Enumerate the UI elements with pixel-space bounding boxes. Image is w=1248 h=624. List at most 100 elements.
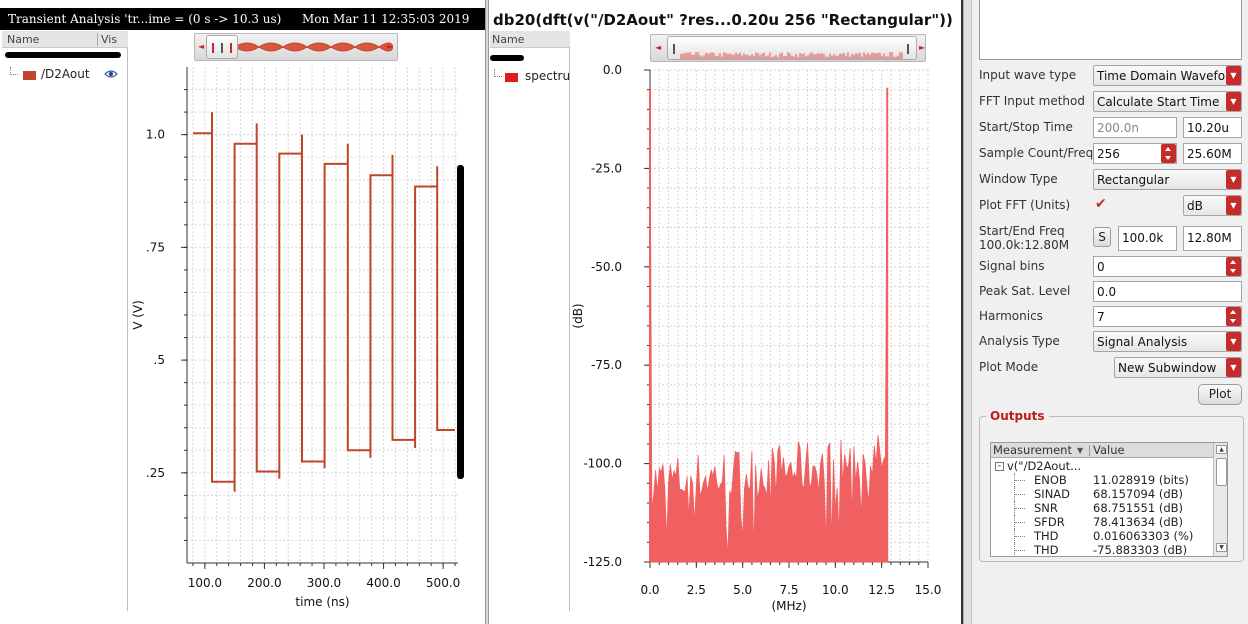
measurement-value: 0.016063303 (%) [1093,529,1194,543]
scroll-right-icon[interactable]: ► [387,42,394,51]
peak-sat-level-field[interactable]: 0.0 [1093,281,1242,302]
y-axis-label: (dB) [571,303,585,328]
tree-header-vis[interactable]: Vis [101,33,118,46]
transient-title: Transient Analysis 'tr...ime = (0 s -> 1… [8,12,282,26]
scroll-left-icon[interactable]: ◄ [198,42,205,51]
plot-mode-select[interactable]: New Subwindow ▼ [1114,357,1242,378]
chevron-down-icon[interactable]: ▼ [1226,358,1241,377]
end-freq-field[interactable]: 12.80M [1183,226,1242,251]
start-time-field[interactable]: 200.0n [1093,117,1177,138]
chevron-down-icon[interactable]: ▼ [1226,92,1241,111]
start-freq-field[interactable]: 100.0k [1118,226,1177,251]
y-axis-scroll-handle[interactable] [457,165,464,479]
transient-title-bar: Transient Analysis 'tr...ime = (0 s -> 1… [0,8,486,30]
chevron-down-icon[interactable]: ▼ [1226,332,1241,351]
left-signal-tree: Name Vis /D2Aout [2,31,128,611]
stop-time-field[interactable]: 10.20u [1183,117,1242,138]
signal-bins-spinner[interactable]: 0 [1093,256,1242,277]
x-axis-label: time (ns) [295,595,349,609]
sample-freq-field[interactable]: 25.60M [1183,143,1242,164]
grid [187,67,458,563]
outputs-scrollbar[interactable]: ▲ ▼ [1213,443,1227,556]
tree-header: Name Vis [2,31,128,48]
form-row-signal-bins: Signal bins 0 [964,256,1248,280]
col-value[interactable]: Value [1093,443,1125,457]
measurement-name: ENOB [1034,473,1067,487]
y-tick-label: 1.0 [146,128,165,142]
measure-list-box[interactable] [979,0,1242,60]
x-tick-label: 7.5 [779,583,798,597]
fft-input-method-select[interactable]: Calculate Start Time ▼ [1093,91,1242,112]
freq-zoom-thumb[interactable] [667,36,917,60]
spinner-icon[interactable] [1226,257,1241,276]
signal-row-d2aout[interactable]: /D2Aout [10,67,125,83]
set-freq-button[interactable]: S [1093,227,1111,247]
plot-fft-checkbox[interactable]: ✔ [1095,196,1107,212]
eye-icon[interactable] [104,69,118,79]
field-label: Window Type [979,172,1058,186]
measurement-value: -75.883303 (dB) [1093,543,1188,557]
plot-button[interactable]: Plot [1198,384,1242,405]
x-tick-label: 12.5 [868,583,895,597]
scroll-right-icon[interactable]: ► [919,43,926,52]
x-tick-label: 500.0 [426,576,460,590]
tree-header-name[interactable]: Name [492,33,525,46]
outputs-table[interactable]: Measurement ▼ Value - v("/D2Aout... ENOB 11… [990,442,1228,557]
outputs-row[interactable]: THD -75.883303 (dB) [991,543,1213,557]
tree-scrollbar[interactable] [490,55,524,61]
signal-row-spectrum[interactable]: spectrum [494,69,570,85]
outputs-row[interactable]: ENOB 11.028919 (bits) [991,473,1213,487]
chevron-down-icon[interactable]: ▼ [1226,66,1241,85]
scroll-left-icon[interactable]: ◄ [655,43,662,52]
time-zoom-thumb[interactable] [206,35,238,59]
form-row-plot-fft-units: Plot FFT (Units) ✔ dB ▼ [964,195,1248,219]
waveform-thumbnail [235,42,393,52]
x-axis-label: (MHz) [771,599,806,613]
scroll-up-icon[interactable]: ▲ [1216,445,1227,454]
outputs-row[interactable]: SINAD 68.157094 (dB) [991,487,1213,501]
field-label: Plot FFT (Units) [979,198,1071,212]
window-type-select[interactable]: Rectangular ▼ [1093,169,1242,190]
y-tick-label: .75 [146,240,165,254]
form-row-start-end-freq: Start/End Freq 100.0k:12.80M S 100.0k 12.80M [964,221,1248,252]
time-overview-scrollbar[interactable]: ◄ ► [194,33,398,61]
spinner-icon[interactable] [1226,307,1241,326]
input-wave-type-select[interactable]: Time Domain Waveform ▼ [1093,65,1242,86]
y-tick-label: -75.0 [591,358,622,372]
form-side-strip [964,0,972,624]
form-row-sample-count-freq: Sample Count/Freq 256 25.60M [964,143,1248,167]
chevron-down-icon[interactable]: ▼ [1226,196,1241,215]
x-tick-label: 200.0 [247,576,281,590]
fft-chart[interactable]: 0.0 -25.0 -50.0 -75.0 -100.0 -125.0 0.0 2.5 5.0 7… [570,62,962,614]
form-row-input-wave-type: Input wave type Time Domain Waveform ▼ [964,65,1248,89]
sample-count-field[interactable]: 256 [1093,143,1177,164]
chevron-down-icon[interactable]: ▼ [1226,170,1241,189]
pane-divider[interactable] [485,0,489,624]
measurement-value: 11.028919 (bits) [1093,473,1189,487]
outputs-row[interactable]: SNR 68.751551 (dB) [991,501,1213,515]
spinner-icon[interactable] [1161,144,1176,163]
outputs-row[interactable]: THD 0.016063303 (%) [991,529,1213,543]
y-tick-label: -100.0 [583,457,622,471]
x-tick-label: 0.0 [640,583,659,597]
harmonics-spinner[interactable]: 7 [1093,306,1242,327]
outputs-header: Measurement ▼ Value [991,443,1227,458]
scroll-thumb[interactable] [1216,458,1227,486]
x-tick-label: 2.5 [687,583,706,597]
measurement-name: SNR [1034,501,1058,515]
freq-overview-scrollbar[interactable]: ◄ ► [650,34,926,62]
tree-scrollbar[interactable] [5,52,121,58]
scroll-down-icon[interactable]: ▼ [1216,543,1227,552]
measurement-value: 68.751551 (dB) [1093,501,1184,515]
analysis-type-select[interactable]: Signal Analysis ▼ [1093,331,1242,352]
col-measurement[interactable]: Measurement [993,443,1072,457]
collapse-icon[interactable]: - [995,462,1004,471]
transient-chart[interactable]: 1.0 .75 .5 .25 100.0 200.0 300.0 400.0 500.0 time… [128,62,484,614]
fft-units-select[interactable]: dB ▼ [1183,195,1242,216]
form-row-peak-sat-level: Peak Sat. Level 0.0 [964,281,1248,305]
outputs-row[interactable]: SFDR 78.413634 (dB) [991,515,1213,529]
signal-name: spectrum [525,69,570,83]
tree-header-name[interactable]: Name [7,33,40,46]
x-tick-label: 400.0 [366,576,400,590]
